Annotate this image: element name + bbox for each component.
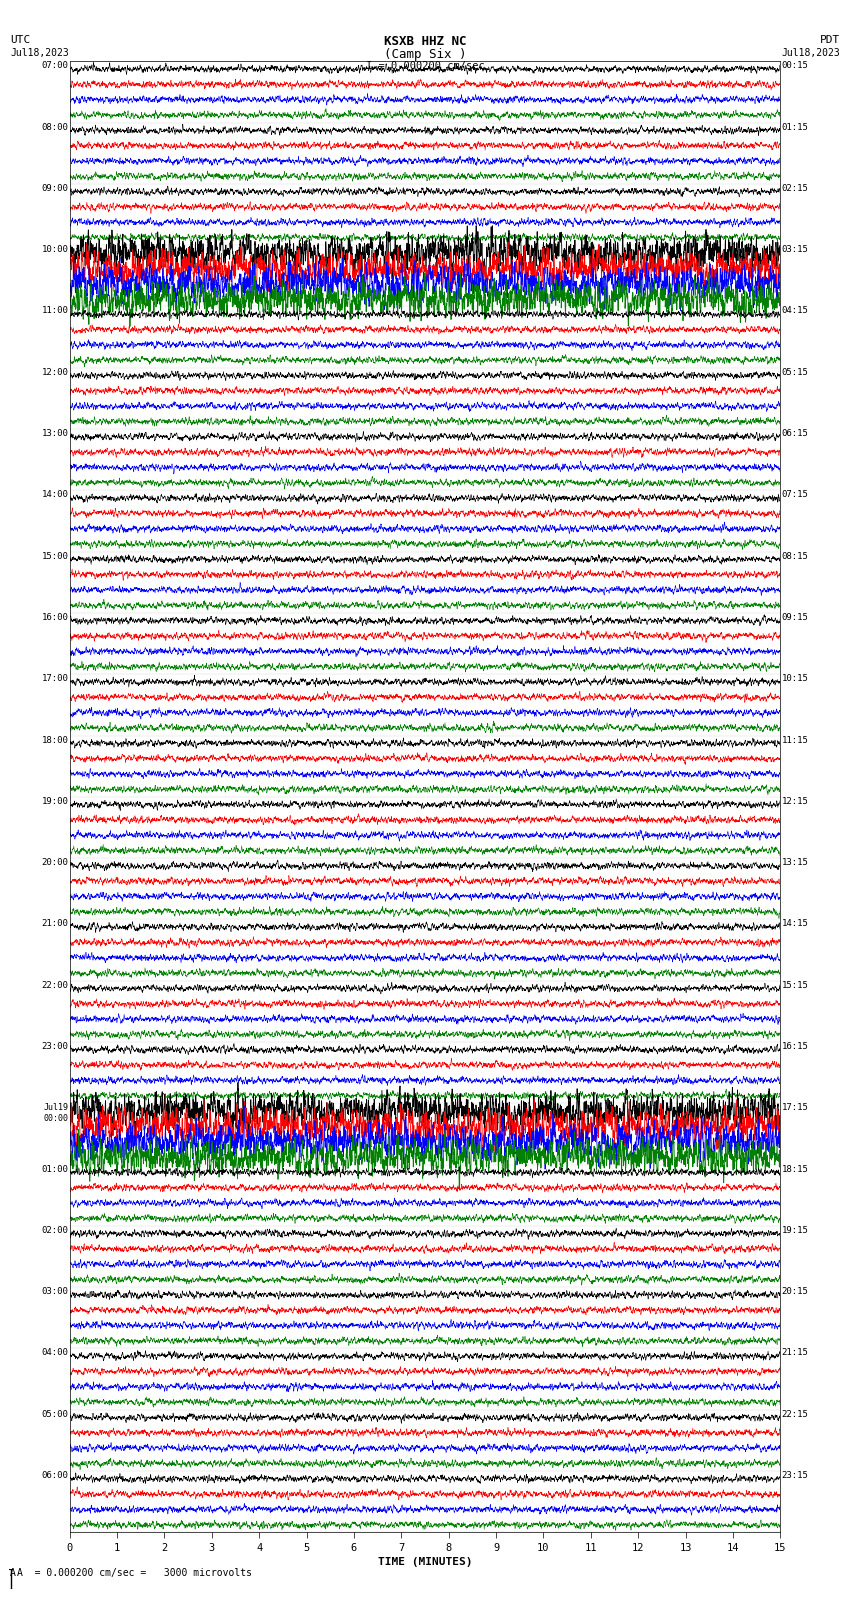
Text: 16:00: 16:00 (42, 613, 68, 623)
Text: 13:00: 13:00 (42, 429, 68, 439)
Text: 18:15: 18:15 (782, 1165, 808, 1174)
Text: 16:15: 16:15 (782, 1042, 808, 1052)
Text: 10:15: 10:15 (782, 674, 808, 684)
X-axis label: TIME (MINUTES): TIME (MINUTES) (377, 1557, 473, 1566)
Text: 20:15: 20:15 (782, 1287, 808, 1297)
Text: 14:15: 14:15 (782, 919, 808, 929)
Text: 14:00: 14:00 (42, 490, 68, 500)
Text: 10:00: 10:00 (42, 245, 68, 255)
Text: 12:15: 12:15 (782, 797, 808, 806)
Text: 01:15: 01:15 (782, 123, 808, 132)
Text: 08:15: 08:15 (782, 552, 808, 561)
Text: 19:00: 19:00 (42, 797, 68, 806)
Text: Jul18,2023: Jul18,2023 (781, 48, 840, 58)
Text: 03:15: 03:15 (782, 245, 808, 255)
Text: 22:15: 22:15 (782, 1410, 808, 1419)
Text: 02:15: 02:15 (782, 184, 808, 194)
Text: 21:00: 21:00 (42, 919, 68, 929)
Text: 09:00: 09:00 (42, 184, 68, 194)
Text: 09:15: 09:15 (782, 613, 808, 623)
Text: 01:00: 01:00 (42, 1165, 68, 1174)
Text: I = 0.000200 cm/sec: I = 0.000200 cm/sec (366, 61, 484, 71)
Text: (Camp Six ): (Camp Six ) (383, 48, 467, 61)
Text: 13:15: 13:15 (782, 858, 808, 868)
Text: A  = 0.000200 cm/sec =   3000 microvolts: A = 0.000200 cm/sec = 3000 microvolts (17, 1568, 252, 1578)
Text: 07:00: 07:00 (42, 61, 68, 71)
Text: 11:15: 11:15 (782, 736, 808, 745)
Text: 00:15: 00:15 (782, 61, 808, 71)
Text: UTC: UTC (10, 35, 31, 45)
Text: 17:15: 17:15 (782, 1103, 808, 1113)
Text: 06:00: 06:00 (42, 1471, 68, 1481)
Text: KSXB HHZ NC: KSXB HHZ NC (383, 35, 467, 48)
Text: 17:00: 17:00 (42, 674, 68, 684)
Text: 20:00: 20:00 (42, 858, 68, 868)
Text: 15:00: 15:00 (42, 552, 68, 561)
Text: Jul19
00:00: Jul19 00:00 (43, 1103, 68, 1123)
Text: 18:00: 18:00 (42, 736, 68, 745)
Text: 19:15: 19:15 (782, 1226, 808, 1236)
Text: 03:00: 03:00 (42, 1287, 68, 1297)
Text: Jul18,2023: Jul18,2023 (10, 48, 69, 58)
Text: 21:15: 21:15 (782, 1348, 808, 1358)
Text: 08:00: 08:00 (42, 123, 68, 132)
Text: 07:15: 07:15 (782, 490, 808, 500)
Text: 04:15: 04:15 (782, 306, 808, 316)
Text: 06:15: 06:15 (782, 429, 808, 439)
Text: 04:00: 04:00 (42, 1348, 68, 1358)
Text: 12:00: 12:00 (42, 368, 68, 377)
Text: 11:00: 11:00 (42, 306, 68, 316)
Text: 15:15: 15:15 (782, 981, 808, 990)
Text: 05:15: 05:15 (782, 368, 808, 377)
Text: 23:00: 23:00 (42, 1042, 68, 1052)
Text: 05:00: 05:00 (42, 1410, 68, 1419)
Text: 02:00: 02:00 (42, 1226, 68, 1236)
Text: 23:15: 23:15 (782, 1471, 808, 1481)
Text: 22:00: 22:00 (42, 981, 68, 990)
Text: PDT: PDT (819, 35, 840, 45)
Text: A: A (10, 1568, 16, 1578)
